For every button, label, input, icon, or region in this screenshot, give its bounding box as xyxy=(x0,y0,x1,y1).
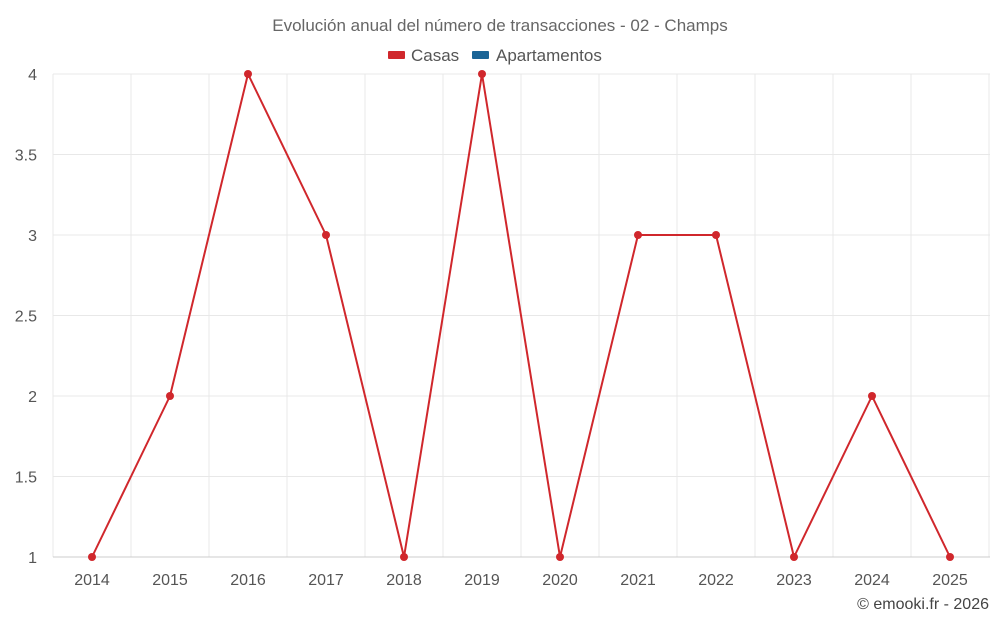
x-tick-label: 2022 xyxy=(698,572,734,589)
y-tick-label: 3 xyxy=(28,228,37,245)
x-tick-label: 2021 xyxy=(620,572,656,589)
x-tick-label: 2017 xyxy=(308,572,344,589)
data-point-casas[interactable] xyxy=(946,553,954,561)
x-tick-label: 2016 xyxy=(230,572,266,589)
x-tick-label: 2024 xyxy=(854,572,890,589)
data-point-casas[interactable] xyxy=(244,70,252,78)
data-point-casas[interactable] xyxy=(868,392,876,400)
credit-text: © emooki.fr - 2026 xyxy=(857,596,989,613)
data-point-casas[interactable] xyxy=(400,553,408,561)
data-point-casas[interactable] xyxy=(712,231,720,239)
x-tick-label: 2018 xyxy=(386,572,422,589)
x-tick-label: 2019 xyxy=(464,572,500,589)
legend-swatch-casas xyxy=(388,51,405,59)
data-point-casas[interactable] xyxy=(634,231,642,239)
x-axis: 2014 2015 2016 2017 2018 2019 2020 2021 2022 2023… xyxy=(53,556,990,589)
legend-label-apartamentos[interactable]: Apartamentos xyxy=(496,46,602,65)
y-tick-label: 1 xyxy=(28,550,37,567)
x-tick-label: 2025 xyxy=(932,572,968,589)
legend-swatch-apartamentos xyxy=(472,51,489,59)
x-tick-label: 2020 xyxy=(542,572,578,589)
x-tick-label: 2014 xyxy=(74,572,110,589)
y-axis: 1 1.5 2 2.5 3 3.5 4 xyxy=(15,67,37,567)
data-point-casas[interactable] xyxy=(790,553,798,561)
x-tick-label: 2023 xyxy=(776,572,812,589)
data-point-casas[interactable] xyxy=(322,231,330,239)
y-tick-label: 3.5 xyxy=(15,148,37,165)
chart-title: Evolución anual del número de transaccio… xyxy=(272,16,727,35)
data-point-casas[interactable] xyxy=(88,553,96,561)
y-tick-label: 1.5 xyxy=(15,470,37,487)
legend-label-casas[interactable]: Casas xyxy=(411,46,459,65)
y-tick-label: 2 xyxy=(28,389,37,406)
y-tick-label: 4 xyxy=(28,67,37,84)
data-point-casas[interactable] xyxy=(556,553,564,561)
series-line-casas xyxy=(91,73,951,558)
data-point-casas[interactable] xyxy=(478,70,486,78)
legend: Casas Apartamentos xyxy=(388,46,602,65)
series-casas xyxy=(88,70,954,561)
y-tick-label: 2.5 xyxy=(15,309,37,326)
data-point-casas[interactable] xyxy=(166,392,174,400)
x-tick-label: 2015 xyxy=(152,572,188,589)
